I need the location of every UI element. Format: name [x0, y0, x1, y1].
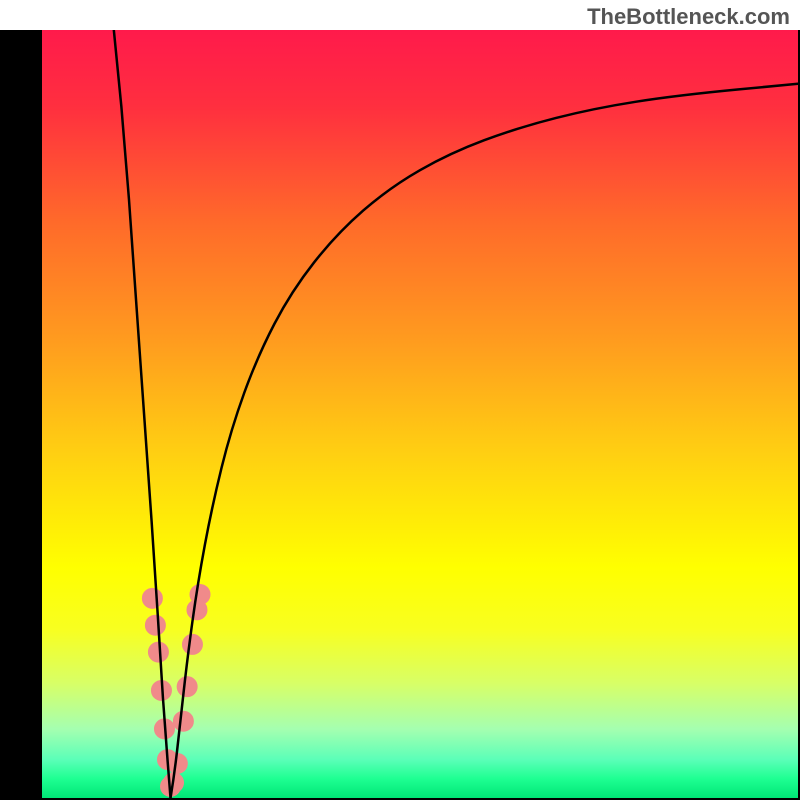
data-marker	[190, 584, 210, 604]
data-marker	[142, 588, 162, 608]
data-marker	[173, 711, 193, 731]
bottleneck-chart: TheBottleneck.com	[0, 0, 800, 800]
watermark-text: TheBottleneck.com	[587, 4, 790, 30]
left-border	[0, 30, 42, 800]
chart-svg	[0, 0, 800, 800]
data-marker	[145, 615, 165, 635]
data-marker	[182, 634, 202, 654]
data-marker	[177, 677, 197, 697]
